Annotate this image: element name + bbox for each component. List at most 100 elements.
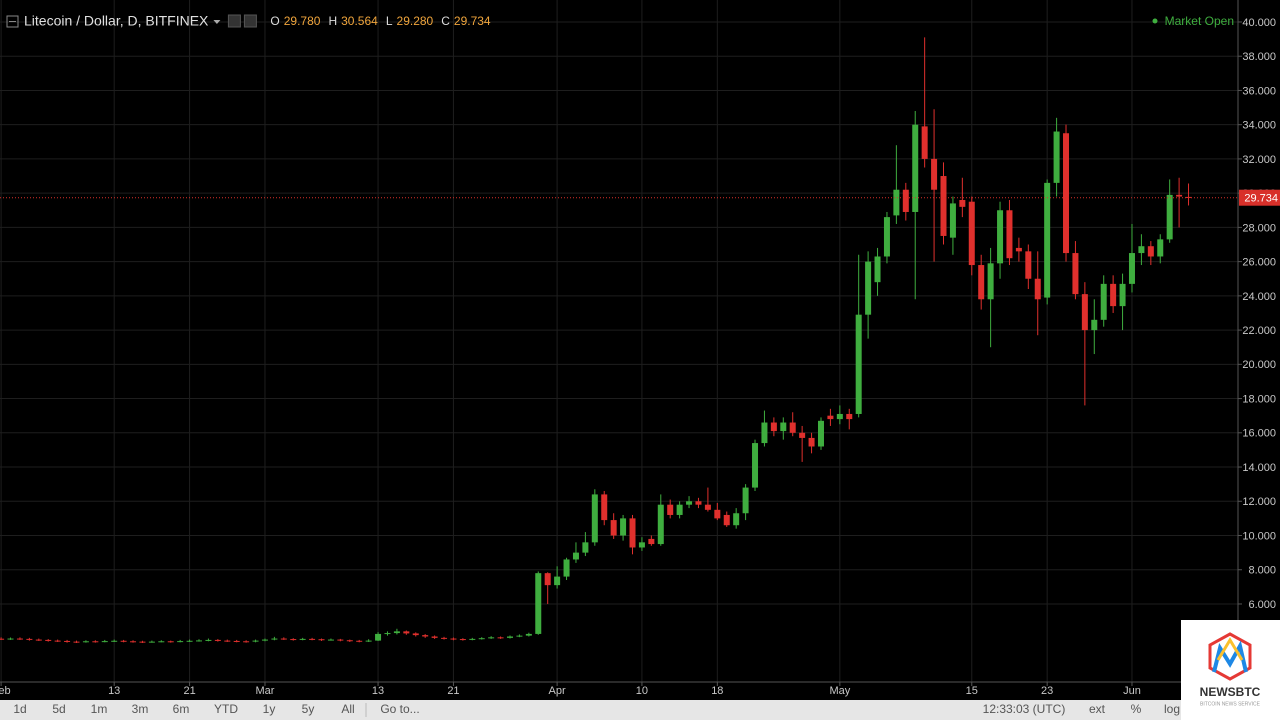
candle-body — [7, 638, 14, 640]
candle-body — [931, 158, 938, 190]
candle — [82, 640, 89, 643]
candle-body — [309, 638, 316, 640]
candle-body — [346, 640, 353, 642]
candle-body — [874, 256, 881, 283]
candle-body — [761, 422, 768, 444]
candle — [714, 502, 721, 521]
grid — [0, 0, 1238, 682]
range-button[interactable]: YTD — [214, 702, 238, 716]
candle — [874, 247, 881, 296]
candle — [375, 632, 382, 641]
candle-body — [196, 640, 203, 642]
candle-body — [855, 314, 862, 414]
candle-body — [280, 638, 287, 640]
candle — [422, 634, 429, 638]
candle-body — [1081, 294, 1088, 331]
x-tick-label: 18 — [711, 685, 723, 697]
candle-body — [431, 636, 438, 638]
y-tick-label: 12.000 — [1242, 496, 1276, 508]
candle-body — [261, 639, 268, 641]
candle — [723, 511, 730, 527]
candle-body — [1025, 251, 1032, 279]
candle-body — [1100, 283, 1107, 320]
ohlc-value: 30.564 — [341, 14, 378, 28]
candle-body — [846, 413, 853, 420]
candle-body — [1128, 253, 1135, 284]
range-button[interactable]: 5y — [302, 702, 315, 716]
range-button[interactable]: 5d — [52, 702, 65, 716]
candle-body — [629, 518, 636, 548]
range-button[interactable]: 1d — [13, 702, 26, 716]
candle — [111, 639, 118, 642]
candle-body — [535, 573, 542, 634]
candle-body — [780, 422, 787, 432]
logo-name: NEWSBTC — [1200, 685, 1261, 699]
candle — [742, 484, 749, 521]
ohlc-value: 29.734 — [454, 14, 491, 28]
collapse-icon[interactable] — [6, 15, 19, 28]
candle — [704, 487, 711, 512]
logo-box — [1181, 620, 1280, 720]
candle — [582, 532, 589, 557]
logo-mark-accent — [1216, 637, 1244, 661]
candle-body — [1006, 210, 1013, 259]
candle-body — [318, 639, 325, 641]
candle-body — [1147, 246, 1154, 257]
range-button[interactable]: All — [341, 702, 354, 716]
toolbar — [0, 700, 1280, 720]
x-tick-label: 10 — [636, 685, 648, 697]
symbol-dropdown[interactable] — [213, 20, 221, 24]
candle-body — [799, 432, 806, 438]
scale-option[interactable]: log — [1164, 702, 1180, 716]
scale-option[interactable]: % — [1131, 702, 1142, 716]
goto-button[interactable]: Go to... — [380, 702, 419, 716]
candle-body — [299, 638, 306, 640]
candle — [770, 417, 777, 437]
candle — [280, 637, 287, 640]
candle — [1147, 241, 1154, 266]
range-button[interactable]: 3m — [132, 702, 149, 716]
candle — [205, 638, 212, 642]
candle — [64, 639, 71, 643]
candle — [16, 637, 23, 640]
candle — [855, 254, 862, 418]
header-icon[interactable] — [243, 14, 257, 28]
candle-body — [214, 639, 221, 641]
scale-option[interactable]: ext — [1089, 702, 1106, 716]
candle — [139, 640, 146, 643]
candle-body — [997, 210, 1004, 264]
candle-body — [1053, 131, 1060, 183]
candle-body — [1157, 239, 1164, 257]
candle — [393, 628, 400, 635]
candle-body — [375, 633, 382, 641]
x-tick-label: 21 — [447, 685, 459, 697]
y-tick-label: 22.000 — [1242, 325, 1276, 337]
candle-body — [544, 573, 551, 586]
candle — [1025, 244, 1032, 290]
range-button[interactable]: 1m — [91, 702, 108, 716]
range-button[interactable]: 6m — [173, 702, 190, 716]
candle — [488, 636, 495, 639]
candle-body — [92, 641, 99, 643]
candle-body — [883, 217, 890, 257]
candle-body — [686, 501, 693, 505]
range-button[interactable]: 1y — [263, 702, 276, 716]
candle — [1110, 275, 1117, 313]
candle — [780, 417, 787, 440]
candle — [7, 637, 14, 640]
candle-body — [139, 641, 146, 643]
candle-body — [111, 640, 118, 642]
ohlc-value: 29.780 — [284, 14, 321, 28]
header-icon[interactable] — [227, 14, 241, 28]
candle — [252, 639, 259, 643]
candle — [120, 639, 127, 643]
candle-body — [450, 638, 457, 640]
candle — [827, 408, 834, 426]
candle — [949, 196, 956, 255]
candle-body — [676, 504, 683, 515]
candle-body — [921, 126, 928, 159]
candle-body — [704, 504, 711, 510]
candle — [959, 177, 966, 218]
candle-body — [205, 639, 212, 641]
candle-body — [1166, 194, 1173, 240]
